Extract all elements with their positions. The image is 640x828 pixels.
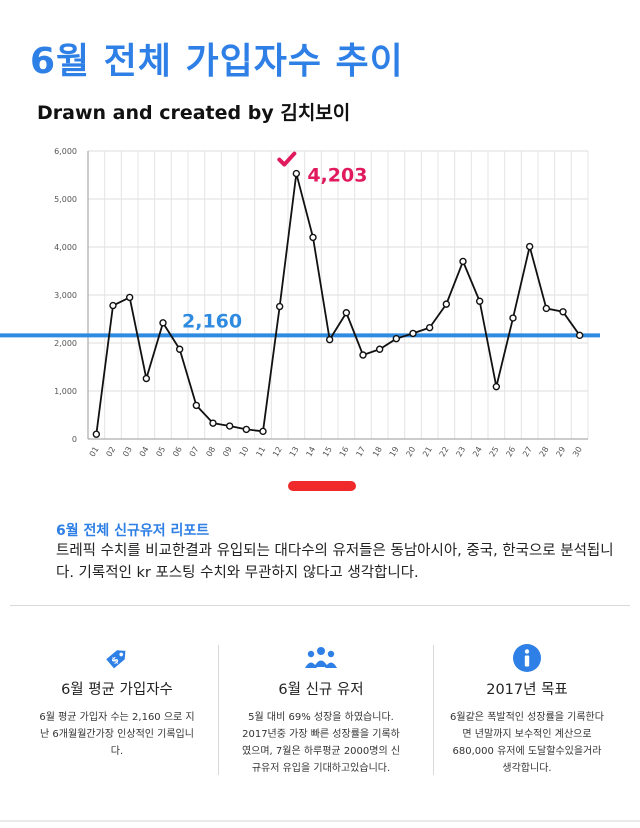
x-tick-label: 29: [554, 445, 567, 458]
x-tick-label: 17: [354, 445, 367, 458]
x-tick-label: 16: [338, 445, 351, 458]
data-point: [475, 297, 484, 305]
people-icon: [221, 642, 421, 674]
data-point: [159, 319, 167, 327]
card-new-users-title: 6월 신규 유저: [278, 682, 364, 698]
data-point: [492, 382, 501, 391]
data-point: [292, 169, 301, 178]
series-group: [92, 169, 584, 438]
x-tick-label: 01: [88, 445, 101, 458]
data-point: [509, 314, 517, 322]
x-tick-label: 12: [271, 445, 284, 458]
data-point: [192, 401, 201, 410]
x-tick-label: 24: [471, 445, 484, 458]
card-divider: [218, 645, 219, 775]
y-tick-label: 4,000: [54, 243, 77, 252]
x-tick-label: 27: [521, 445, 534, 458]
page-title: 6월 전체 가입자수 추이: [30, 41, 404, 82]
data-point: [325, 335, 334, 344]
x-tick-label: 21: [421, 445, 434, 458]
x-tick-label: 22: [438, 445, 451, 458]
report-title: 6월 전체 신규유저 리포트: [56, 523, 210, 539]
data-point: [309, 233, 317, 242]
data-point: [342, 309, 351, 317]
data-point: [175, 345, 184, 353]
card-average-text: 6월 평균 가입자 수는 2,160 으로 지난 6개월월간가장 인상적인 기록…: [39, 712, 195, 757]
x-tick-label: 05: [154, 445, 167, 458]
card-goal-title: 2017년 목표: [486, 682, 568, 698]
data-point: [392, 334, 401, 343]
card-goal: 2017년 목표 6월같은 폭발적인 성장률을 기록한다면 년말까지 보수적인 …: [427, 642, 627, 777]
peak-label: 4,203: [307, 165, 367, 187]
x-tick-label: 08: [204, 445, 217, 458]
data-point: [442, 300, 451, 308]
data-point: [375, 345, 384, 353]
x-tick-label: 13: [288, 445, 301, 458]
svg-text:$: $: [110, 655, 121, 667]
x-tick-label: 19: [388, 445, 401, 458]
redaction-mark: [288, 481, 356, 491]
x-tick-label: 18: [371, 445, 384, 458]
average-line-group: 2,160: [0, 310, 600, 338]
series-line: [95, 172, 581, 435]
data-point: [209, 419, 217, 427]
data-point: [142, 374, 151, 383]
x-tick-label: 14: [304, 445, 317, 458]
check-icon: [277, 151, 297, 167]
card-goal-text: 6월같은 폭발적인 성장률을 기록한다면 년말까지 보수적인 계산으로 680,…: [450, 712, 604, 774]
data-point: [525, 242, 534, 251]
x-tick-label: 11: [254, 445, 267, 458]
x-tick-label: 28: [538, 445, 551, 458]
chart-gridlines: [87, 150, 589, 440]
x-tick-label: 15: [321, 445, 334, 458]
average-label: 2,160: [182, 310, 242, 332]
credit-line: Drawn and created by 김치보이: [37, 102, 351, 124]
data-point: [259, 427, 267, 436]
y-tick-label: 6,000: [54, 147, 77, 156]
card-average-title: 6월 평균 가입자수: [61, 682, 173, 698]
x-tick-label: 25: [488, 445, 501, 458]
annotation-group: 4,203: [277, 151, 367, 187]
info-icon: [427, 642, 627, 674]
x-tick-label: 03: [121, 445, 134, 458]
tag-icon: $: [17, 642, 217, 674]
data-point: [225, 422, 234, 430]
data-point: [359, 351, 367, 359]
section-divider: [10, 605, 630, 606]
y-tick-label: 3,000: [54, 291, 77, 300]
x-tick-label: 06: [171, 445, 184, 458]
x-tick-label: 02: [104, 445, 117, 458]
y-tick-label: 0: [72, 435, 77, 444]
data-point: [575, 331, 584, 340]
data-point: [459, 257, 467, 266]
x-tick-label: 10: [238, 445, 251, 458]
data-point: [542, 304, 551, 313]
x-tick-label: 23: [454, 445, 467, 458]
data-point: [559, 308, 567, 316]
x-tick-label: 30: [571, 445, 584, 458]
report-body: 트레픽 수치를 비교한결과 유입되는 대다수의 유저들은 동남아시아, 중국, …: [56, 543, 614, 581]
data-point: [409, 329, 417, 338]
x-tick-label: 09: [221, 445, 234, 458]
y-tick-label: 1,000: [54, 387, 77, 396]
x-tick-label: 20: [404, 445, 417, 458]
data-point: [109, 301, 117, 310]
data-point: [242, 425, 251, 434]
data-point: [425, 323, 434, 332]
card-average: $ 6월 평균 가입자수 6월 평균 가입자 수는 2,160 으로 지난 6개…: [17, 642, 217, 760]
data-point: [275, 302, 284, 311]
card-new-users-text: 5월 대비 69% 성장을 하였습니다. 2017년중 가장 빠른 성장률을 기…: [241, 712, 401, 774]
x-tick-label: 04: [138, 445, 151, 458]
x-tick-label: 26: [504, 445, 517, 458]
y-tick-label: 2,000: [54, 339, 77, 348]
data-point: [125, 293, 134, 302]
card-divider: [433, 645, 434, 775]
y-tick-label: 5,000: [54, 195, 77, 204]
card-new-users: 6월 신규 유저 5월 대비 69% 성장을 하였습니다. 2017년중 가장 …: [221, 642, 421, 777]
x-tick-label: 07: [188, 445, 201, 458]
data-point: [92, 430, 101, 438]
bottom-rule: [0, 820, 640, 822]
